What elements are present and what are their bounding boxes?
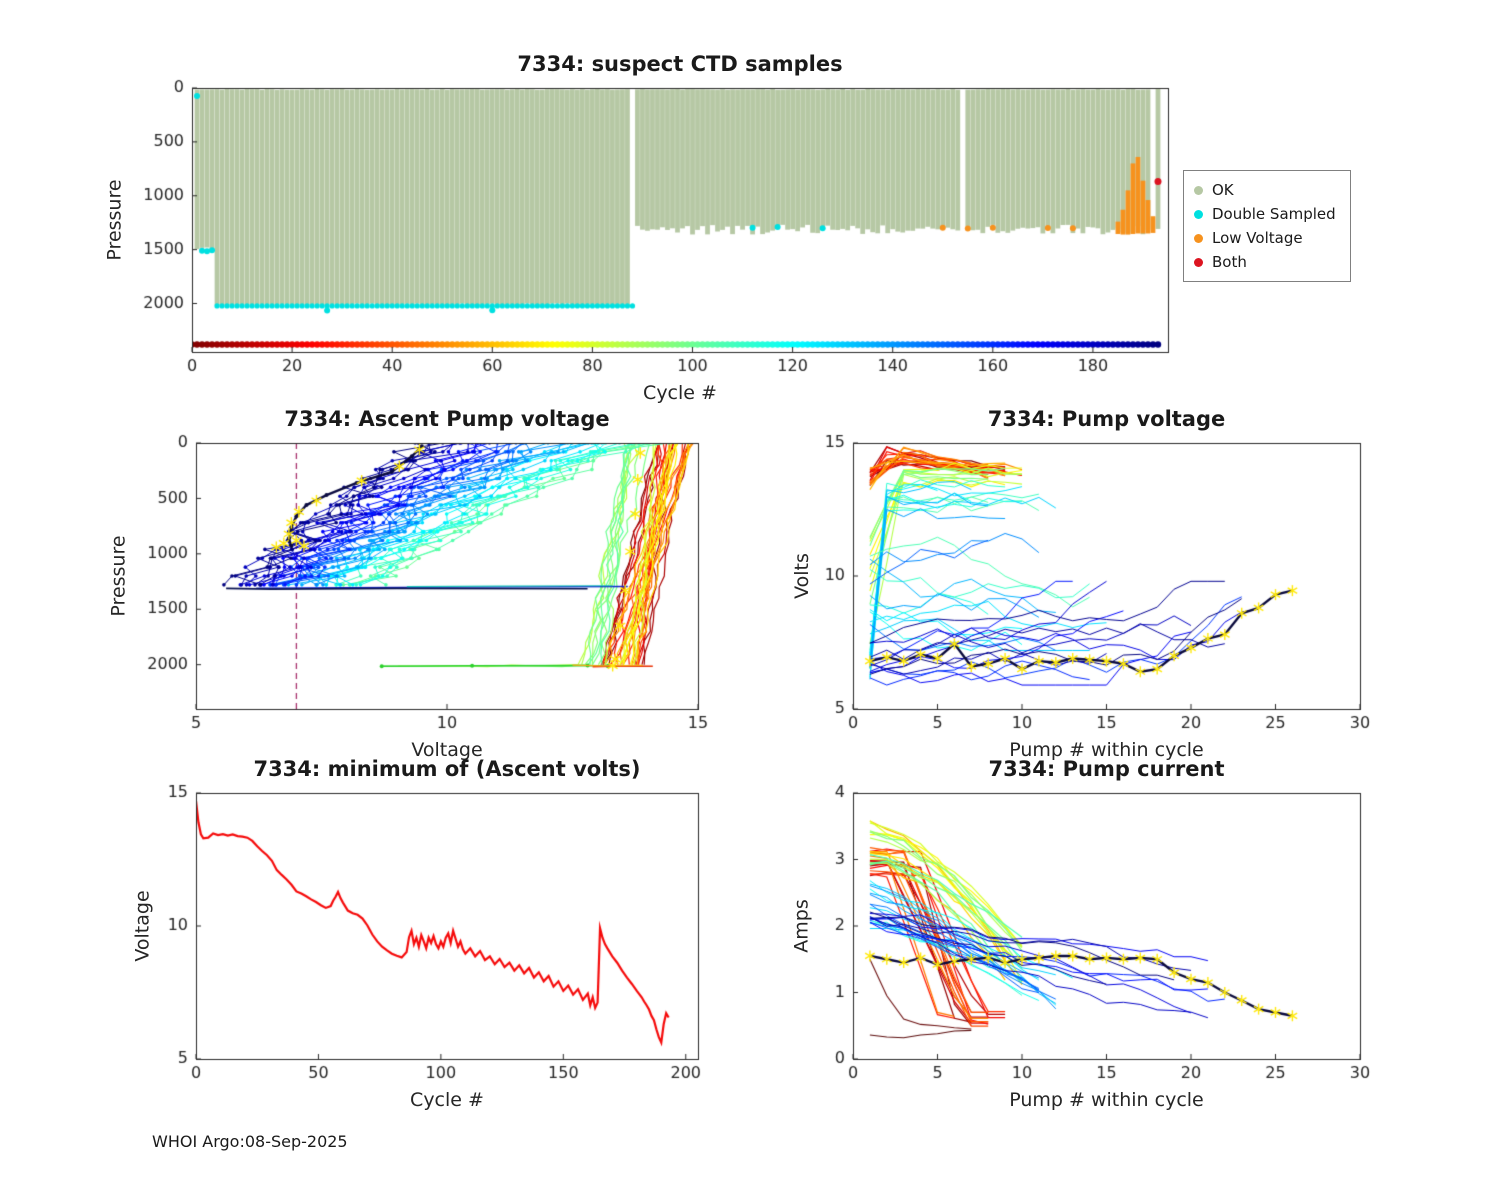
x-axis-label: Cycle # bbox=[410, 1089, 484, 1111]
legend-item-both: Both bbox=[1194, 253, 1336, 271]
chart-title: 7334: minimum of (Ascent volts) bbox=[253, 757, 641, 781]
y-axis-label: Voltage bbox=[132, 890, 154, 962]
chart-suspect-ctd-panel: 7334: suspect CTD samples Pressure Cycle… bbox=[104, 52, 1168, 404]
legend: OK Double Sampled Low Voltage Both bbox=[1183, 170, 1351, 282]
chart-title: 7334: suspect CTD samples bbox=[517, 52, 843, 76]
y-axis-label: Amps bbox=[791, 899, 813, 953]
chart-title: 7334: Pump voltage bbox=[987, 407, 1226, 431]
y-axis-label: Pressure bbox=[104, 179, 127, 261]
x-axis-label: Cycle # bbox=[643, 382, 717, 404]
legend-marker-low-voltage-icon bbox=[1194, 233, 1203, 243]
legend-marker-double-sampled-icon bbox=[1194, 209, 1203, 219]
x-axis-label: Pump # within cycle bbox=[1009, 739, 1204, 761]
chart-pump-current-panel: 7334: Pump current Amps Pump # within cy… bbox=[791, 757, 1360, 1111]
legend-label: OK bbox=[1212, 181, 1234, 199]
chart-title: 7334: Pump current bbox=[988, 757, 1225, 781]
x-axis-label: Pump # within cycle bbox=[1009, 1089, 1204, 1111]
legend-label: Both bbox=[1212, 253, 1247, 271]
footer-text: WHOI Argo:08-Sep-2025 bbox=[152, 1132, 348, 1151]
chart-title: 7334: Ascent Pump voltage bbox=[284, 407, 610, 431]
chart-ascent-pump-voltage-panel: 7334: Ascent Pump voltage Pressure Volta… bbox=[108, 407, 698, 761]
legend-marker-ok-icon bbox=[1194, 185, 1203, 195]
legend-item-low-voltage: Low Voltage bbox=[1194, 229, 1336, 247]
chart-pump-voltage-panel: 7334: Pump voltage Volts Pump # within c… bbox=[791, 407, 1360, 761]
legend-label: Low Voltage bbox=[1212, 229, 1303, 247]
chart-min-ascent-volts-panel: 7334: minimum of (Ascent volts) Voltage … bbox=[132, 757, 698, 1111]
legend-item-double-sampled: Double Sampled bbox=[1194, 205, 1336, 223]
legend-marker-both-icon bbox=[1194, 257, 1203, 267]
legend-item-ok: OK bbox=[1194, 181, 1336, 199]
y-axis-label: Pressure bbox=[108, 535, 131, 617]
x-axis-label: Voltage bbox=[411, 739, 483, 761]
y-axis-label: Volts bbox=[791, 553, 813, 599]
legend-label: Double Sampled bbox=[1212, 205, 1336, 223]
